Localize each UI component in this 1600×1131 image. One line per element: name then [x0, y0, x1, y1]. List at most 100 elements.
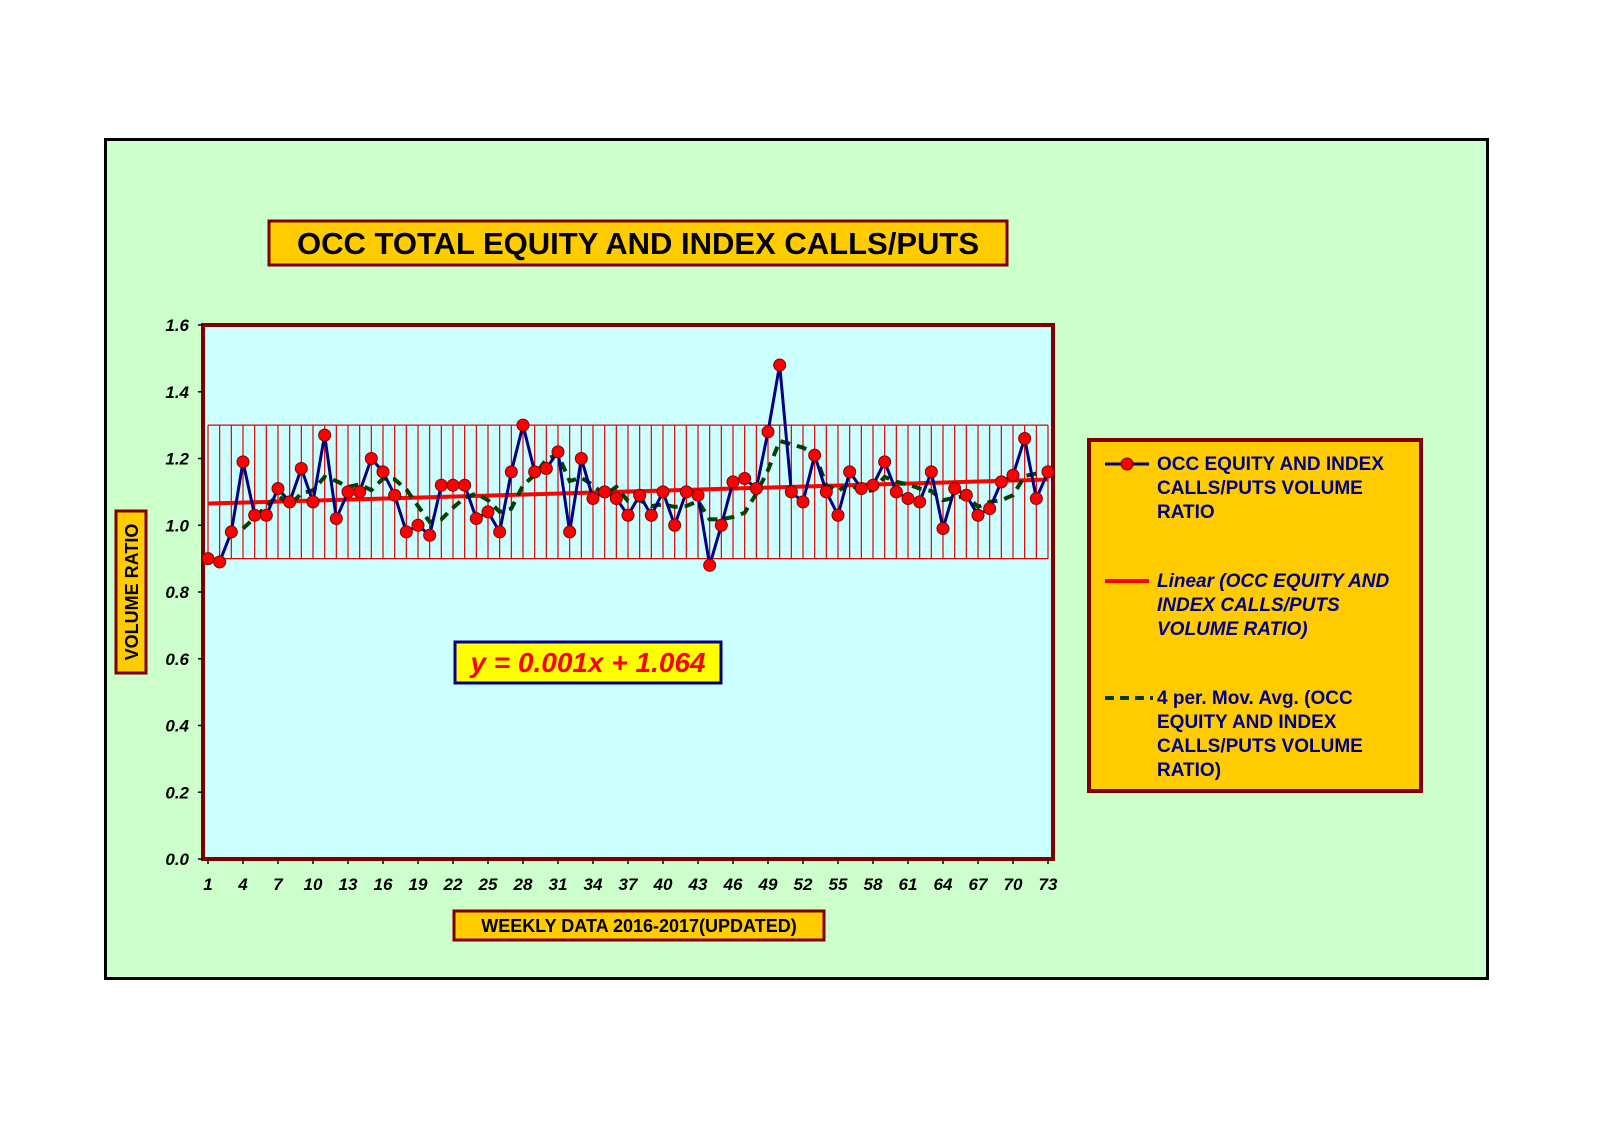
data-point [388, 488, 402, 502]
data-point [493, 525, 507, 539]
chart-svg: OCC TOTAL EQUITY AND INDEX CALLS/PUTS VO… [114, 219, 1423, 942]
x-tick-label: 55 [829, 875, 848, 894]
data-point [656, 485, 670, 499]
legend-label-moving-average: 4 per. Mov. Avg. (OCC EQUITY AND INDEX C… [1157, 688, 1368, 781]
data-point [213, 555, 227, 569]
x-tick-label: 28 [513, 875, 533, 894]
data-point [609, 492, 623, 506]
data-point [551, 445, 565, 459]
data-point [423, 528, 437, 542]
data-point [621, 508, 635, 522]
x-tick-label: 16 [374, 875, 393, 894]
data-point [796, 495, 810, 509]
trendline [207, 477, 1049, 506]
data-point [843, 465, 857, 479]
x-tick-label: 10 [304, 875, 323, 894]
x-tick-label: 52 [794, 875, 813, 894]
data-point [691, 488, 705, 502]
data-point [574, 452, 588, 465]
data-point [306, 495, 320, 509]
data-point [236, 455, 250, 469]
moving-average-line [241, 438, 1049, 531]
x-tick-label: 49 [758, 875, 778, 894]
x-tick-label: 34 [584, 875, 603, 894]
x-tick-label: 46 [723, 875, 743, 894]
trendline-equation-box: y = 0.001x + 1.064 [453, 640, 723, 685]
y-tick-label: 1.0 [165, 516, 189, 535]
data-point [353, 485, 367, 499]
data-point [679, 485, 693, 499]
data-point [668, 518, 682, 532]
data-point [948, 482, 962, 496]
data-point [644, 508, 658, 522]
data-point [971, 508, 985, 522]
data-point [1006, 468, 1020, 482]
data-point [586, 492, 600, 506]
legend-item-moving-average: 4 per. Mov. Avg. (OCC EQUITY AND INDEX C… [1105, 688, 1368, 781]
data-point [469, 512, 483, 526]
data-point [271, 482, 285, 496]
data-point [703, 558, 717, 572]
legend-marker-icon [1120, 457, 1134, 471]
data-point [434, 478, 448, 492]
y-tick-label: 0.2 [165, 783, 189, 802]
y-tick-label: 1.6 [165, 316, 189, 335]
legend-label-linear: Linear (OCC EQUITY AND INDEX CALLS/PUTS … [1157, 571, 1395, 640]
data-point [924, 465, 938, 479]
data-point [364, 452, 378, 465]
x-axis-title: WEEKLY DATA 2016-2017(UPDATED) [481, 916, 796, 936]
data-point [504, 465, 518, 479]
data-point [854, 482, 868, 496]
chart-area: OCC TOTAL EQUITY AND INDEX CALLS/PUTS VO… [104, 138, 1489, 980]
trendline-equation: y = 0.001x + 1.064 [468, 647, 706, 678]
data-point [831, 508, 845, 522]
data-point [983, 502, 997, 516]
legend: OCC EQUITY AND INDEX CALLS/PUTS VOLUME R… [1087, 438, 1423, 793]
data-point [749, 482, 763, 496]
data-point [866, 478, 880, 492]
x-tick-label: 37 [619, 875, 639, 894]
data-point [259, 508, 273, 522]
y-tick-label: 1.2 [165, 450, 189, 469]
data-point [819, 485, 833, 499]
x-axis-title-box: WEEKLY DATA 2016-2017(UPDATED) [452, 909, 826, 942]
x-tick-label: 13 [339, 875, 358, 894]
data-point [913, 495, 927, 509]
data-point [784, 485, 798, 499]
data-point [318, 428, 332, 442]
y-axis-ticks: 0.0 0.2 0.4 0.6 0.8 1.0 1.2 1.4 1.6 [165, 316, 203, 869]
data-point [248, 508, 262, 522]
x-tick-label: 40 [653, 875, 673, 894]
data-point [889, 485, 903, 499]
data-point [399, 525, 413, 539]
data-point [901, 492, 915, 506]
data-point [446, 478, 460, 492]
data-point [294, 462, 308, 476]
data-point [878, 455, 892, 469]
x-tick-label: 4 [237, 875, 248, 894]
data-point [376, 465, 390, 479]
data-point [714, 518, 728, 532]
data-point [528, 465, 542, 479]
data-point [773, 358, 787, 372]
data-point [808, 448, 822, 462]
data-point [726, 475, 740, 489]
x-tick-label: 61 [899, 875, 918, 894]
y-axis-title-box: VOLUME RATIO [114, 509, 148, 675]
legend-item-linear: Linear (OCC EQUITY AND INDEX CALLS/PUTS … [1105, 571, 1395, 640]
x-tick-label: 19 [409, 875, 428, 894]
data-point [1029, 492, 1043, 506]
x-tick-label: 64 [934, 875, 953, 894]
data-point [994, 475, 1008, 489]
data-point [633, 488, 647, 502]
y-tick-label: 0.4 [165, 717, 189, 736]
x-tick-label: 67 [969, 875, 989, 894]
data-point [1041, 465, 1055, 479]
data-point [201, 552, 215, 566]
legend-item-ratio: OCC EQUITY AND INDEX CALLS/PUTS VOLUME R… [1105, 454, 1384, 523]
data-point [959, 488, 973, 502]
x-axis-ticks: 1 4 7 10 13 16 19 22 25 28 31 34 37 40 43 46 49 52 55 58 61 6… [203, 859, 1058, 894]
data-point [481, 505, 495, 519]
data-point [411, 518, 425, 532]
x-tick-label: 73 [1039, 875, 1058, 894]
